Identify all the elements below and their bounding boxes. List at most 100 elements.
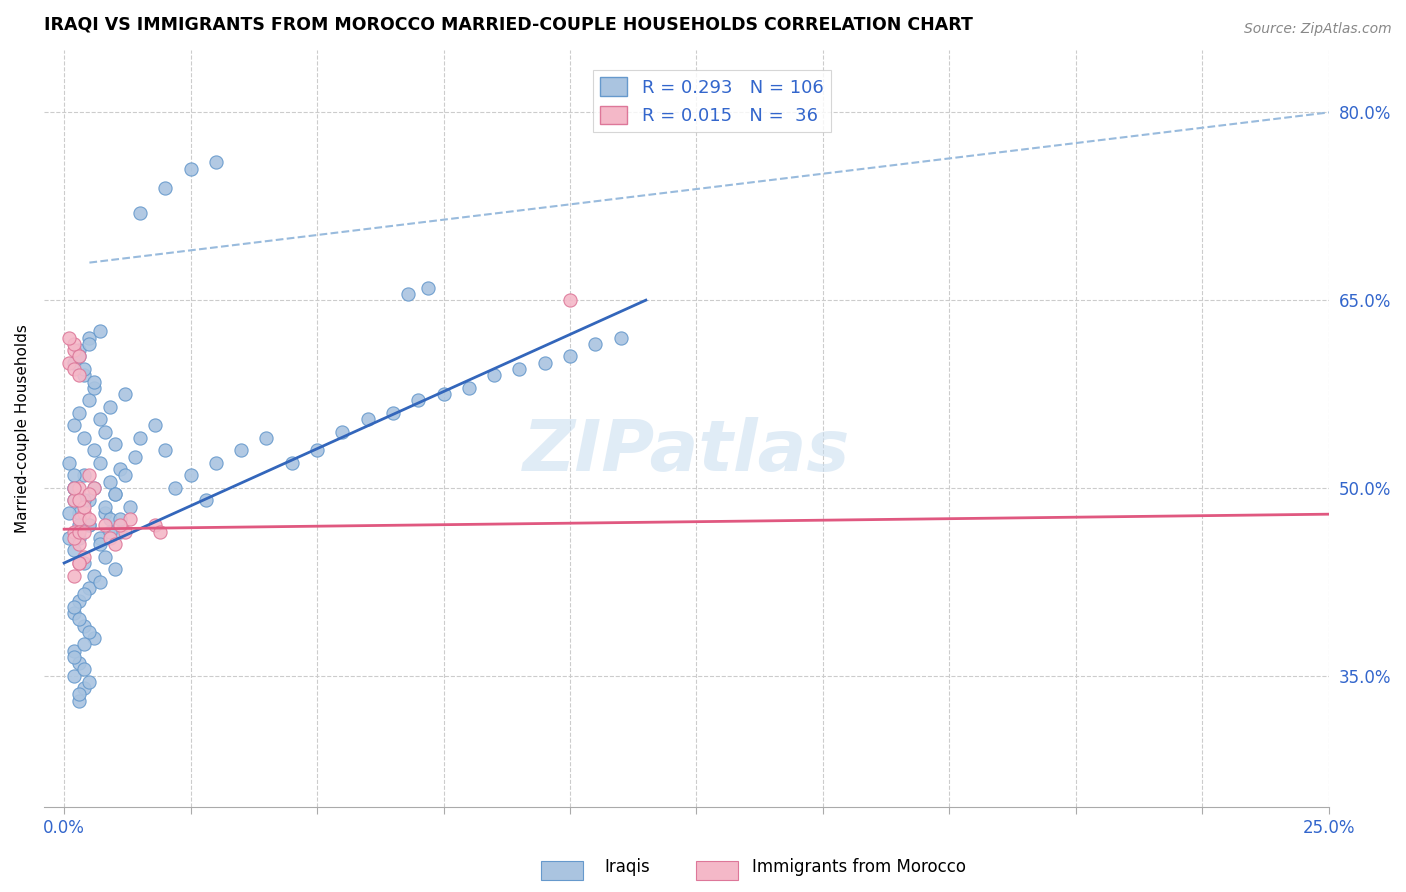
Point [98, 512, 121, 526]
Point [73, 556, 96, 570]
Point [406, 393, 429, 408]
Text: Source: ZipAtlas.com: Source: ZipAtlas.com [1244, 22, 1392, 37]
Point [67, 481, 90, 495]
Point [63, 337, 86, 351]
Point [67, 694, 90, 708]
Point [180, 161, 202, 176]
Point [73, 506, 96, 520]
Point [558, 293, 581, 307]
Point [418, 280, 440, 294]
Point [63, 643, 86, 657]
Point [73, 493, 96, 508]
Point [108, 512, 131, 526]
Point [63, 668, 86, 682]
Point [432, 387, 454, 401]
Point [231, 443, 253, 458]
Point [93, 500, 115, 514]
Point [256, 431, 278, 445]
Point [63, 493, 86, 508]
Point [558, 350, 581, 364]
Point [98, 531, 121, 545]
Point [194, 493, 217, 508]
Point [63, 524, 86, 539]
Point [67, 556, 90, 570]
Point [83, 481, 105, 495]
Point [609, 331, 631, 345]
Point [93, 506, 115, 520]
Point [67, 518, 90, 533]
Point [67, 556, 90, 570]
Point [67, 537, 90, 551]
Point [79, 518, 101, 533]
Point [124, 450, 146, 464]
Point [58, 506, 80, 520]
Text: IRAQI VS IMMIGRANTS FROM MOROCCO MARRIED-COUPLE HOUSEHOLDS CORRELATION CHART: IRAQI VS IMMIGRANTS FROM MOROCCO MARRIED… [44, 15, 973, 33]
Point [63, 493, 86, 508]
Point [508, 362, 530, 376]
Point [79, 487, 101, 501]
Text: ZIPatlas: ZIPatlas [523, 417, 851, 485]
Point [73, 500, 96, 514]
Point [79, 493, 101, 508]
Point [67, 350, 90, 364]
Point [118, 500, 141, 514]
Point [205, 456, 228, 470]
Point [83, 381, 105, 395]
Point [63, 606, 86, 620]
Point [83, 631, 105, 645]
Point [73, 468, 96, 483]
Point [155, 180, 177, 194]
Point [63, 649, 86, 664]
Point [114, 524, 136, 539]
Point [381, 406, 404, 420]
Point [73, 587, 96, 601]
Point [79, 674, 101, 689]
Point [79, 581, 101, 595]
Point [89, 531, 111, 545]
Point [93, 425, 115, 439]
Point [79, 518, 101, 533]
Point [108, 518, 131, 533]
Point [67, 593, 90, 607]
Point [98, 400, 121, 414]
Point [63, 599, 86, 614]
Point [63, 362, 86, 376]
Point [67, 531, 90, 545]
Point [129, 205, 152, 219]
Point [73, 362, 96, 376]
Point [83, 568, 105, 582]
Text: Immigrants from Morocco: Immigrants from Morocco [752, 858, 966, 876]
Point [73, 549, 96, 564]
Point [63, 481, 86, 495]
Text: Iraqis: Iraqis [605, 858, 651, 876]
Point [114, 387, 136, 401]
Point [67, 368, 90, 383]
Point [104, 437, 127, 451]
Point [118, 512, 141, 526]
Point [180, 468, 202, 483]
Point [89, 325, 111, 339]
Point [63, 343, 86, 358]
Point [104, 562, 127, 576]
Point [482, 368, 505, 383]
Point [149, 524, 172, 539]
Point [108, 524, 131, 539]
Point [104, 537, 127, 551]
Legend: R = 0.293   N = 106, R = 0.015   N =  36: R = 0.293 N = 106, R = 0.015 N = 36 [593, 70, 831, 132]
Point [58, 331, 80, 345]
Point [83, 375, 105, 389]
Point [307, 443, 329, 458]
Point [356, 412, 378, 426]
Point [129, 431, 152, 445]
Point [108, 462, 131, 476]
Point [104, 487, 127, 501]
Point [583, 337, 606, 351]
Point [67, 656, 90, 670]
Point [58, 356, 80, 370]
Point [67, 506, 90, 520]
Point [93, 518, 115, 533]
Point [79, 393, 101, 408]
Point [83, 443, 105, 458]
Point [79, 337, 101, 351]
Point [73, 368, 96, 383]
